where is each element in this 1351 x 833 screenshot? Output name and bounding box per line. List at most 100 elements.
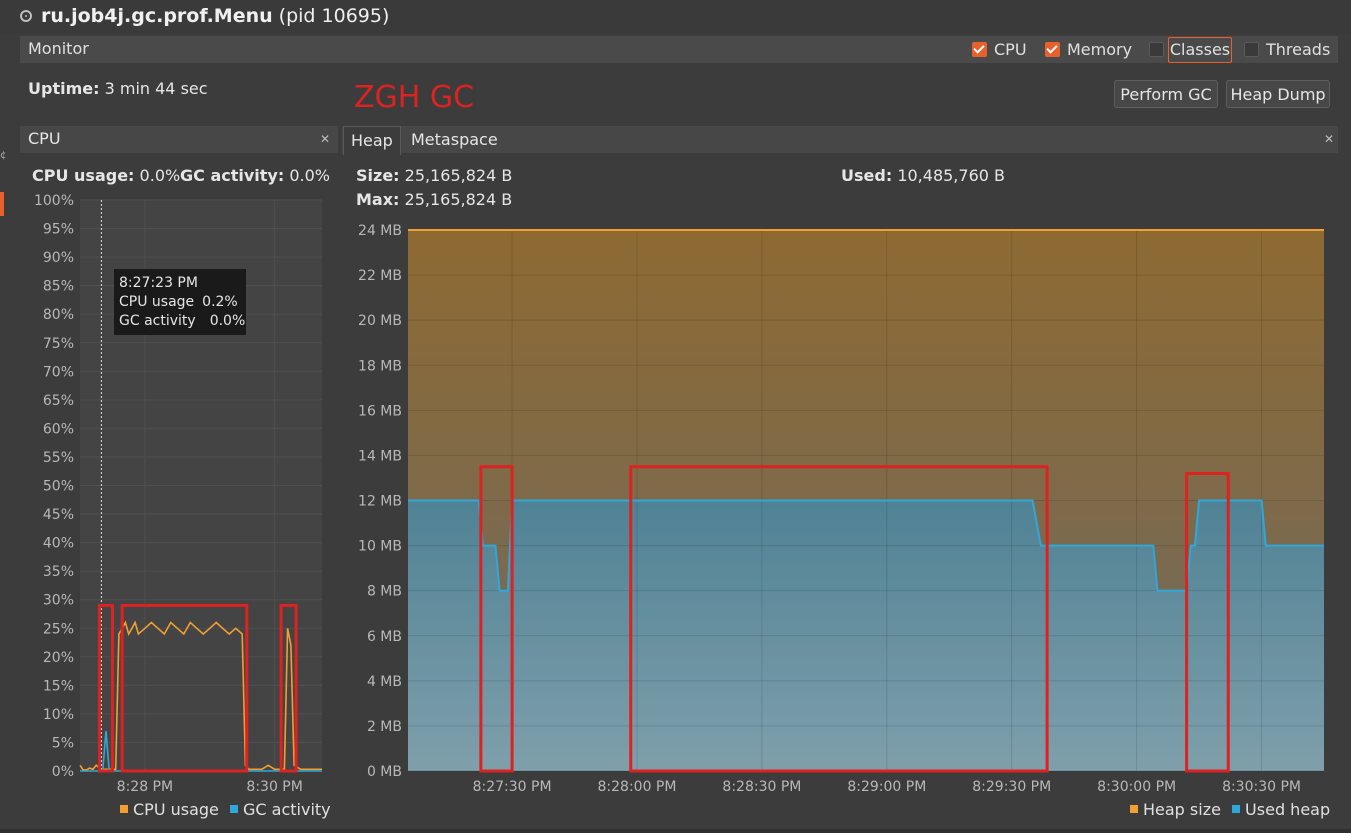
classes-checkbox-label[interactable]: Classes	[1168, 37, 1232, 63]
cpu-y-tick: 15%	[43, 678, 74, 694]
highlight-box	[1185, 471, 1230, 773]
heap-panel-header: ✕	[342, 126, 1338, 153]
cpu-y-tick: 40%	[43, 536, 74, 552]
highlight-box	[97, 603, 114, 773]
side-accent	[0, 192, 4, 216]
heap-x-tick: 8:27:30 PM	[473, 779, 552, 795]
heap-y-tick: 22 MB	[358, 268, 402, 284]
heap-legend: Heap size Used heap	[1130, 800, 1330, 819]
monitor-toolbar: Monitor	[20, 36, 1338, 63]
memory-checkbox-label[interactable]: Memory	[1067, 40, 1133, 59]
cpu-y-tick: 35%	[43, 564, 74, 580]
cpu-y-tick: 30%	[43, 593, 74, 609]
cpu-y-tick: 45%	[43, 507, 74, 523]
heap-chart: 24 MB 22 MB 20 MB 18 MB 16 MB 14 MB 12 MB 10 MB…	[358, 223, 1324, 795]
heap-x-tick: 8:30:30 PM	[1222, 779, 1301, 795]
close-icon[interactable]: ✕	[1324, 132, 1335, 146]
legend-swatch-heap-size	[1130, 805, 1138, 813]
cpu-y-tick: 90%	[43, 250, 74, 266]
zgh-gc-annotation: ZGH GC	[354, 80, 475, 115]
cpu-y-tick: 95%	[43, 222, 74, 238]
cpu-y-tick: 60%	[43, 421, 74, 437]
heap-dump-button[interactable]: Heap Dump	[1226, 80, 1330, 108]
legend-swatch-gc	[230, 805, 238, 813]
cpu-y-tick: 25%	[43, 621, 74, 637]
legend-swatch-used-heap	[1232, 805, 1241, 813]
cpu-panel-header: CPU ✕	[20, 126, 338, 153]
cpu-y-tick: 0%	[52, 764, 74, 780]
legend-heap-size-label: Heap size	[1143, 800, 1221, 819]
cpu-panel-title: CPU	[28, 129, 61, 148]
cpu-y-tick: 75%	[43, 336, 74, 352]
used-heap-area	[408, 500, 1324, 771]
highlight-box	[479, 465, 514, 773]
heap-x-tick: 8:29:30 PM	[972, 779, 1051, 795]
heap-y-tick: 16 MB	[358, 403, 402, 419]
heap-y-tick: 2 MB	[367, 719, 402, 735]
heap-y-tick: 24 MB	[358, 223, 402, 239]
cpu-y-tick: 5%	[52, 735, 74, 751]
cpu-y-tick: 70%	[43, 364, 74, 380]
legend-gc-label: GC activity	[243, 800, 331, 819]
heap-y-tick: 18 MB	[358, 358, 402, 374]
cpu-y-tick: 20%	[43, 650, 74, 666]
tooltip-gc-value: 0.0%	[209, 313, 246, 329]
close-icon[interactable]: ✕	[320, 132, 331, 146]
heap-x-tick: 8:28:30 PM	[722, 779, 801, 795]
memory-checkbox[interactable]	[1045, 42, 1060, 57]
gc-activity-stat: GC activity: 0.0%	[180, 166, 330, 185]
tooltip-cpu-value: 0.2%	[202, 294, 238, 310]
threads-checkbox-label[interactable]: Threads	[1266, 40, 1331, 59]
heap-used-stat: Used: 10,485,760 B	[841, 166, 1005, 185]
cpu-y-tick: 100%	[34, 193, 74, 209]
tooltip-time: 8:27:23 PM	[119, 275, 198, 291]
cpu-y-tick: 50%	[43, 479, 74, 495]
tab-metaspace[interactable]: Metaspace	[411, 130, 498, 149]
perform-gc-button[interactable]: Perform GC	[1114, 80, 1218, 108]
threads-checkbox[interactable]	[1244, 42, 1259, 57]
heap-y-tick: 20 MB	[358, 313, 402, 329]
window-title: ru.job4j.gc.prof.Menu (pid 10695)	[41, 5, 390, 27]
bottom-border	[0, 829, 1351, 833]
heap-x-tick: 8:30:00 PM	[1097, 779, 1176, 795]
classes-checkbox[interactable]	[1149, 42, 1164, 57]
cpu-checkbox[interactable]	[972, 42, 987, 57]
legend-used-heap-label: Used heap	[1245, 800, 1331, 819]
highlight-box	[279, 603, 298, 773]
legend-swatch-cpu	[120, 805, 128, 813]
cpu-usage-stat: CPU usage: 0.0%	[32, 166, 181, 185]
heap-y-tick: 14 MB	[358, 448, 402, 464]
heap-y-tick: 6 MB	[367, 629, 402, 645]
monitor-label: Monitor	[28, 39, 89, 58]
cpu-checkbox-label[interactable]: CPU	[994, 40, 1027, 59]
heap-max-stat: Max: 25,165,824 B	[356, 190, 513, 209]
tab-heap[interactable]: Heap	[343, 126, 401, 155]
highlight-box	[629, 465, 1049, 773]
cpu-y-tick: 55%	[43, 450, 74, 466]
heap-y-tick: 8 MB	[367, 584, 402, 600]
heap-y-tick: 0 MB	[367, 764, 402, 780]
tooltip-gc-label: GC activity	[119, 313, 196, 329]
cpu-legend: CPU usage GC activity	[120, 800, 331, 819]
cpu-y-tick: 65%	[43, 393, 74, 409]
heap-y-tick: 4 MB	[367, 674, 402, 690]
cpu-y-tick: 80%	[43, 307, 74, 323]
uptime: Uptime: 3 min 44 sec	[28, 79, 208, 98]
heap-x-tick: 8:29:00 PM	[847, 779, 926, 795]
heap-y-tick: 10 MB	[358, 539, 402, 555]
app-icon	[20, 10, 32, 22]
cpu-y-tick: 10%	[43, 707, 74, 723]
legend-cpu-label: CPU usage	[133, 800, 219, 819]
cpu-x-tick: 8:30 PM	[246, 779, 302, 795]
side-marker-icon: ¢	[0, 150, 7, 161]
used-heap-line	[408, 499, 1324, 592]
heap-y-tick: 12 MB	[358, 494, 402, 510]
tooltip-cpu-label: CPU usage	[119, 294, 195, 310]
heap-size-stat: Size: 25,165,824 B	[356, 166, 513, 185]
highlight-box	[120, 603, 249, 773]
cpu-y-tick: 85%	[43, 279, 74, 295]
cpu-x-tick: 8:28 PM	[117, 779, 173, 795]
cpu-tooltip: 8:27:23 PM CPU usage 0.2% GC activity 0.0%	[114, 269, 246, 335]
title-bar: ru.job4j.gc.prof.Menu (pid 10695)	[0, 0, 1351, 34]
heap-x-tick: 8:28:00 PM	[598, 779, 677, 795]
